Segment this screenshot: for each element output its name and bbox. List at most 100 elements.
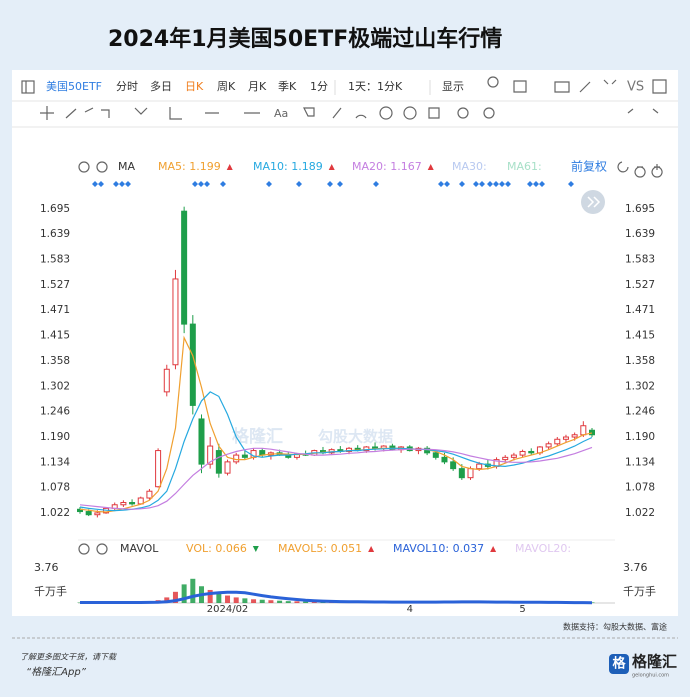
legend-entry[interactable]: MA30: — [452, 160, 487, 173]
minute-tab[interactable]: 1分 — [310, 80, 328, 93]
candle-body — [502, 456, 509, 461]
candle-body — [94, 512, 101, 516]
panel — [12, 70, 678, 616]
candle-body — [519, 450, 526, 456]
candle-body — [441, 456, 448, 463]
logo-mark: 格 — [612, 656, 626, 672]
y-tick-label: 1.190 — [40, 431, 70, 443]
candle-body — [85, 511, 92, 516]
candle-body — [432, 452, 439, 458]
vs-button[interactable]: VS — [627, 80, 644, 95]
title: 2024年1月美国50ETF极端过山车行情 — [108, 26, 502, 52]
candle-body — [458, 468, 465, 479]
logo-site: gelonghui.com — [632, 673, 669, 679]
y-tick-label: 1.527 — [40, 279, 70, 291]
volume-bar — [277, 600, 283, 603]
legend-entry[interactable]: MA61: — [507, 160, 542, 173]
y-tick-label: 1.471 — [40, 304, 70, 316]
candle-body — [545, 443, 552, 448]
symbol[interactable]: 美国50ETF — [46, 80, 102, 93]
period-tab[interactable]: 日K — [185, 80, 204, 93]
period-tab[interactable]: 周K — [217, 80, 236, 93]
x-tick-label: 4 — [407, 604, 413, 615]
season-tab[interactable]: 季K — [278, 80, 297, 93]
adjust[interactable]: 前复权 — [571, 159, 607, 174]
volume-bar — [285, 601, 291, 603]
ma-label[interactable]: MA — [118, 160, 135, 173]
volume-bar — [190, 578, 196, 603]
candle-body — [554, 438, 561, 445]
y-tick-label: 1.078 — [625, 482, 655, 494]
trend-arrow — [490, 546, 497, 552]
volume-unit: 千万手 — [623, 584, 656, 598]
volume-bar — [303, 601, 309, 603]
candle-body — [207, 445, 214, 465]
footer-prompt: 了解更多图文干货，请下载 — [20, 653, 117, 662]
footer-app: “格隆汇App” — [26, 666, 87, 678]
candle-body — [363, 446, 370, 452]
candle-body — [571, 434, 578, 438]
y-tick-label: 1.639 — [40, 228, 70, 240]
volume-unit: 千万手 — [34, 584, 67, 598]
legend-entry[interactable]: MA5: 1.199 — [158, 160, 221, 173]
volume-bar — [216, 593, 222, 603]
legend-entry[interactable]: MA10: 1.189 — [253, 160, 323, 173]
period-tab[interactable]: 多日 — [150, 79, 172, 93]
candle-body — [476, 463, 483, 470]
volume-legend-entry[interactable]: MAVOL10: 0.037 — [393, 542, 484, 555]
y-tick-label: 1.134 — [625, 456, 655, 468]
y-tick-label: 1.695 — [40, 203, 70, 215]
candle-body — [181, 210, 188, 325]
y-tick-label: 1.134 — [40, 456, 70, 468]
volume-legend-entry[interactable]: MAVOL5: 0.051 — [278, 542, 362, 555]
candle-body — [467, 468, 474, 479]
volume-bar — [207, 589, 213, 603]
candle-body — [77, 508, 83, 513]
y-tick-label: 1.639 — [625, 228, 655, 240]
display-menu[interactable]: 显示 — [442, 80, 464, 93]
y-tick-label: 1.246 — [40, 406, 70, 418]
y-tick-label: 1.358 — [40, 355, 70, 367]
y-tick-label: 1.302 — [625, 380, 655, 392]
volume-bar — [311, 601, 317, 603]
y-tick-label: 1.246 — [625, 406, 655, 418]
volume-tick-label: 3.76 — [34, 561, 59, 574]
interval[interactable]: 1天：1分K — [348, 80, 403, 93]
volume-bar — [268, 600, 274, 603]
y-tick-label: 1.415 — [625, 329, 655, 341]
period-tab[interactable]: 月K — [248, 80, 267, 93]
period-tab[interactable]: 分时 — [116, 80, 138, 93]
volume-bar — [233, 597, 239, 603]
candle-body — [580, 425, 587, 436]
y-tick-label: 1.695 — [625, 203, 655, 215]
watermark: 格隆汇 — [232, 426, 283, 447]
candle-body — [224, 461, 231, 474]
candle-body — [189, 323, 196, 406]
candle-body — [450, 461, 457, 470]
trend-arrow — [328, 164, 335, 170]
volume-label[interactable]: MAVOL — [120, 542, 159, 555]
candle-body — [120, 502, 127, 506]
logo: 格隆汇 — [632, 653, 677, 671]
font-button[interactable]: Aa — [274, 107, 288, 120]
y-tick-label: 1.022 — [625, 507, 655, 519]
y-tick-label: 1.415 — [40, 329, 70, 341]
y-tick-label: 1.190 — [625, 431, 655, 443]
candle-body — [129, 502, 136, 505]
candle-body — [215, 450, 222, 474]
candle-body — [198, 418, 205, 465]
volume-bar — [259, 599, 265, 603]
candle-body — [528, 450, 535, 454]
volume-legend-entry[interactable]: MAVOL20: — [515, 542, 571, 555]
line — [79, 391, 593, 512]
candle-body — [163, 368, 170, 393]
candle-body — [510, 454, 517, 458]
volume-legend-entry[interactable]: VOL: 0.066 — [186, 542, 247, 555]
line — [79, 446, 593, 510]
candle-body — [589, 429, 595, 436]
legend-entry[interactable]: MA20: 1.167 — [352, 160, 422, 173]
y-tick-label: 1.527 — [625, 279, 655, 291]
y-tick-label: 1.583 — [40, 254, 70, 266]
volume-bar — [294, 601, 300, 603]
